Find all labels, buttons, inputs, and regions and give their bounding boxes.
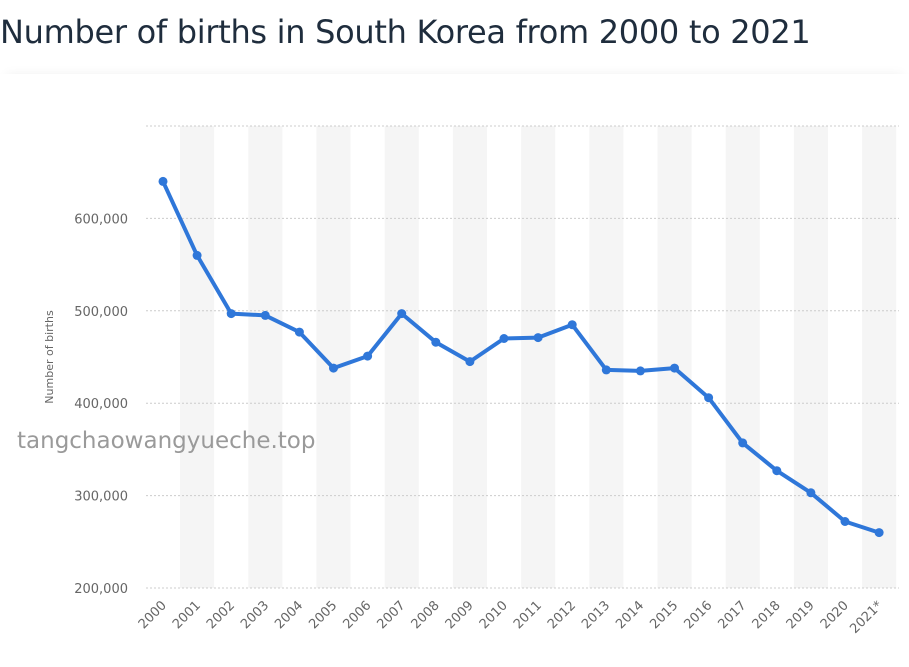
x-tick-label: 2001 xyxy=(170,598,204,632)
column-band xyxy=(384,126,419,588)
data-point[interactable] xyxy=(499,334,509,343)
column-bands xyxy=(180,126,897,588)
x-tick-label: 2003 xyxy=(238,598,272,632)
y-tick-label: 400,000 xyxy=(74,397,128,412)
x-tick-label: 2012 xyxy=(545,598,579,632)
page-title: Number of births in South Korea from 200… xyxy=(0,13,811,51)
data-point[interactable] xyxy=(431,337,441,347)
x-tick-label: 2011 xyxy=(511,598,545,632)
x-tick-label: 2000 xyxy=(136,598,170,632)
data-point[interactable] xyxy=(704,393,714,403)
x-tick-label: 2007 xyxy=(375,598,409,632)
x-tick-label: 2015 xyxy=(647,598,681,632)
x-tick-label: 2016 xyxy=(681,598,715,632)
data-point[interactable] xyxy=(260,310,270,320)
data-point[interactable] xyxy=(192,250,202,260)
x-tick-label: 2005 xyxy=(306,598,340,632)
column-band xyxy=(657,126,692,588)
x-tick-label: 2010 xyxy=(477,598,511,632)
x-tick-label: 2014 xyxy=(613,598,647,632)
y-tick-label: 200,000 xyxy=(74,582,128,597)
x-axis-ticks: 2000 2001 2002 2003 2004 2005 2006 2007 2008 2009… xyxy=(136,598,886,637)
x-tick-label: 2008 xyxy=(409,598,443,632)
column-band xyxy=(180,126,215,588)
x-tick-label: 2018 xyxy=(750,598,784,632)
series-births xyxy=(158,176,884,538)
column-band xyxy=(725,126,760,588)
y-axis-ticks: 200,000 300,000 400,000 500,000 600,000 xyxy=(74,212,128,597)
data-point[interactable] xyxy=(840,517,850,526)
data-point[interactable] xyxy=(738,438,748,448)
data-point[interactable] xyxy=(226,309,236,319)
column-band xyxy=(521,126,556,588)
x-tick-label: 2019 xyxy=(784,598,818,632)
series-line xyxy=(161,179,882,535)
column-band xyxy=(793,126,828,588)
data-point[interactable] xyxy=(397,309,407,319)
x-tick-label: 2021* xyxy=(847,598,886,637)
data-point[interactable] xyxy=(329,363,338,373)
x-tick-label: 2020 xyxy=(818,598,852,632)
x-tick-label: 2017 xyxy=(716,598,750,632)
data-point[interactable] xyxy=(670,363,679,373)
y-axis-label: Number of births xyxy=(43,310,56,404)
data-point[interactable] xyxy=(601,365,611,375)
y-tick-label: 300,000 xyxy=(74,490,128,505)
data-point[interactable] xyxy=(635,366,645,376)
x-tick-label: 2002 xyxy=(204,598,238,632)
data-point[interactable] xyxy=(363,351,373,361)
column-band xyxy=(248,126,283,588)
column-band xyxy=(862,126,897,588)
x-tick-label: 2006 xyxy=(340,598,374,632)
grid-lines xyxy=(146,125,899,589)
x-tick-label: 2004 xyxy=(272,598,306,632)
data-point[interactable] xyxy=(874,528,884,538)
data-point[interactable] xyxy=(158,176,168,186)
data-point[interactable] xyxy=(533,333,543,343)
data-point[interactable] xyxy=(772,466,782,476)
data-point[interactable] xyxy=(567,320,577,330)
data-point[interactable] xyxy=(294,327,304,337)
data-point[interactable] xyxy=(806,488,816,498)
x-tick-label: 2009 xyxy=(443,598,477,632)
watermark: tangchaowangyueche.top xyxy=(17,428,316,454)
x-tick-label: 2013 xyxy=(579,598,613,632)
data-point[interactable] xyxy=(465,357,475,367)
y-tick-label: 600,000 xyxy=(74,212,128,227)
y-tick-label: 500,000 xyxy=(74,305,128,320)
